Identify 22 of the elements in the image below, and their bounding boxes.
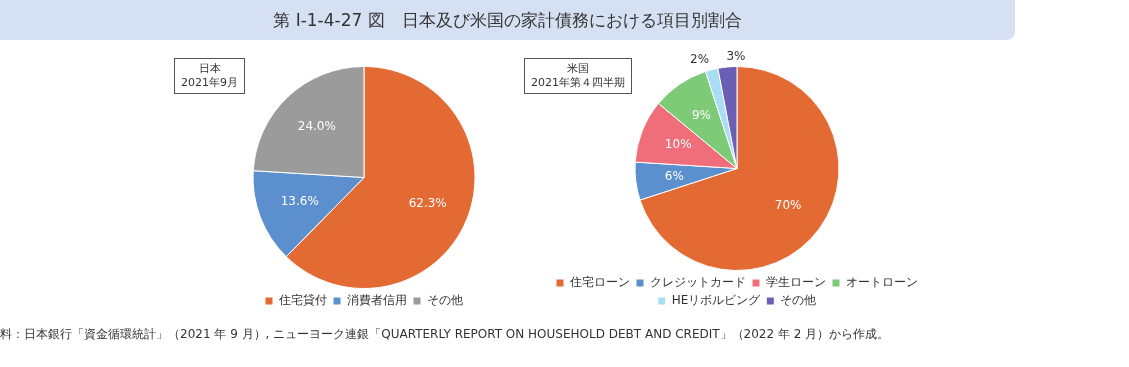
legend-label: 住宅貸付 bbox=[278, 293, 327, 308]
data-label: 10% bbox=[664, 137, 692, 152]
legend-label: オートローン bbox=[846, 275, 918, 290]
data-label: 13.6% bbox=[280, 194, 319, 209]
legend-label: HEリボルビング bbox=[671, 293, 762, 308]
chart-subtitle: 日本 2021年9月 bbox=[174, 58, 245, 94]
legend-label: その他 bbox=[780, 293, 817, 308]
data-label: 9% bbox=[691, 108, 711, 123]
data-label: 6% bbox=[664, 168, 684, 183]
data-label: 3% bbox=[726, 48, 746, 63]
text: 米国 2021年第４四半期 bbox=[524, 58, 632, 94]
legend-label: 住宅ローン bbox=[569, 275, 630, 290]
chart-title: 第 Ⅰ-1-4-27 図 日本及び米国の家計債務における項目別割合 bbox=[0, 0, 1015, 40]
legend-label: クレジットカード bbox=[650, 275, 746, 290]
data-label: 24.0% bbox=[297, 119, 336, 134]
data-label: 62.3% bbox=[408, 195, 447, 210]
data-label: 2% bbox=[690, 51, 710, 66]
legend-label: 学生ローン bbox=[766, 275, 826, 290]
legend-label: その他 bbox=[427, 293, 463, 308]
data-label: 70% bbox=[774, 197, 802, 212]
legend-label: 消費者信用 bbox=[347, 293, 407, 308]
text: 料：日本銀行「資金循環統計」（2021 年 9 月）, ニューヨーク連銀「QUARTERLY REPORT ON HOUSEHOLD DEBT AND CREDIT」（2022 年 2 月）から作成。 bbox=[0, 326, 890, 343]
